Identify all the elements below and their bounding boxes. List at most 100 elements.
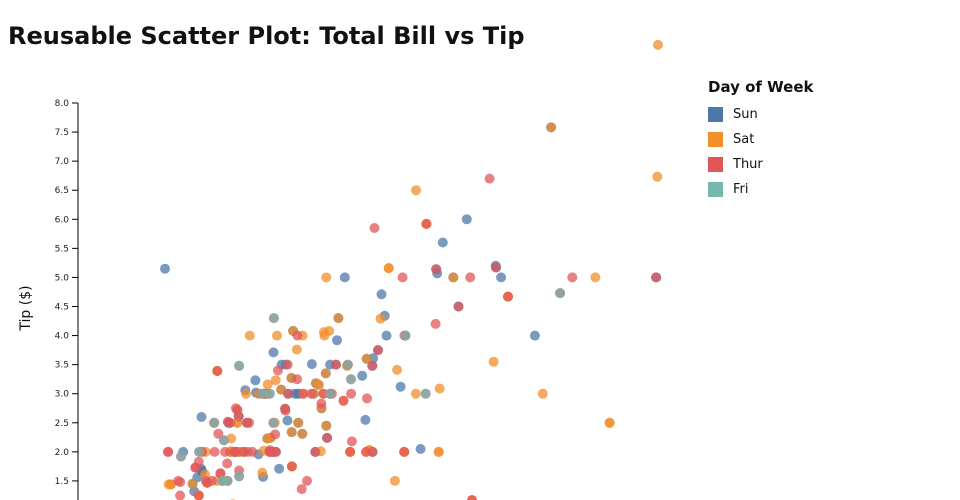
data-point-sun[interactable]	[415, 444, 426, 454]
data-point-thur[interactable]	[306, 388, 317, 399]
data-point-sun[interactable]	[395, 381, 406, 392]
data-point-sun[interactable]	[461, 214, 472, 225]
data-point-sun[interactable]	[529, 330, 540, 341]
data-point-sun[interactable]	[339, 272, 350, 283]
data-point-sat[interactable]	[488, 356, 499, 367]
data-point-thur[interactable]	[230, 446, 241, 457]
data-point-thur[interactable]	[233, 411, 244, 422]
data-point-sat[interactable]	[270, 375, 281, 386]
data-point-thur[interactable]	[465, 272, 476, 283]
legend-item-sat[interactable]: Sat	[708, 127, 814, 152]
data-point-thur[interactable]	[491, 262, 501, 273]
data-point-thur[interactable]	[175, 490, 186, 500]
data-point-sun[interactable]	[376, 289, 387, 300]
data-point-fri[interactable]	[346, 374, 356, 385]
data-point-thur[interactable]	[310, 446, 321, 457]
data-point-thur[interactable]	[367, 360, 378, 371]
data-point-sat[interactable]	[321, 272, 332, 283]
data-point-thur[interactable]	[230, 403, 241, 414]
data-point-thur[interactable]	[209, 446, 220, 457]
data-point-fri[interactable]	[264, 388, 275, 399]
data-point-sat[interactable]	[448, 272, 459, 283]
data-point-sat[interactable]	[257, 467, 268, 478]
data-point-thur[interactable]	[173, 475, 184, 486]
data-point-sun[interactable]	[268, 347, 279, 358]
legend-item-thur[interactable]: Thur	[708, 152, 814, 177]
data-point-sat[interactable]	[411, 185, 422, 196]
data-point-thur[interactable]	[399, 446, 410, 457]
data-point-sat[interactable]	[375, 313, 386, 324]
data-point-sat[interactable]	[590, 272, 601, 283]
data-point-thur[interactable]	[286, 461, 297, 472]
data-point-fri[interactable]	[234, 360, 245, 371]
data-point-sat[interactable]	[434, 383, 445, 394]
data-point-sat[interactable]	[652, 171, 663, 182]
data-point-sat[interactable]	[187, 478, 198, 489]
data-point-sat[interactable]	[537, 388, 548, 399]
data-point-thur[interactable]	[280, 403, 291, 414]
data-point-sat[interactable]	[410, 388, 421, 399]
data-point-thur[interactable]	[421, 218, 432, 229]
data-point-thur[interactable]	[212, 366, 223, 376]
data-point-sun[interactable]	[250, 375, 261, 386]
data-point-thur[interactable]	[270, 429, 281, 440]
data-point-thur[interactable]	[282, 359, 293, 370]
data-point-sun[interactable]	[274, 463, 285, 474]
data-point-fri[interactable]	[268, 313, 279, 324]
data-point-thur[interactable]	[302, 475, 312, 486]
data-point-thur[interactable]	[163, 446, 174, 457]
data-point-sat[interactable]	[604, 417, 615, 428]
data-point-sat[interactable]	[320, 368, 331, 379]
data-point-sun[interactable]	[381, 330, 392, 341]
data-point-sat[interactable]	[392, 364, 403, 375]
data-point-fri[interactable]	[342, 359, 353, 370]
data-point-sun[interactable]	[282, 415, 293, 426]
data-point-sun[interactable]	[357, 370, 368, 381]
data-point-sat[interactable]	[262, 379, 273, 390]
data-point-sat[interactable]	[286, 427, 297, 438]
data-point-fri[interactable]	[218, 435, 229, 446]
data-point-thur[interactable]	[193, 490, 204, 500]
data-point-fri[interactable]	[257, 388, 268, 399]
data-point-thur[interactable]	[567, 272, 578, 283]
data-point-thur[interactable]	[367, 446, 378, 457]
data-point-fri[interactable]	[325, 388, 336, 399]
data-point-thur[interactable]	[190, 462, 201, 473]
legend-item-sun[interactable]: Sun	[708, 102, 814, 127]
data-point-sat[interactable]	[241, 388, 251, 399]
data-point-thur[interactable]	[346, 436, 357, 447]
data-point-thur[interactable]	[345, 446, 356, 457]
data-point-sat[interactable]	[244, 330, 255, 341]
data-point-thur[interactable]	[222, 416, 233, 427]
data-point-fri[interactable]	[400, 330, 411, 341]
data-point-sat[interactable]	[297, 428, 308, 439]
data-point-sat[interactable]	[653, 39, 663, 50]
data-point-thur[interactable]	[467, 495, 477, 500]
data-point-sun[interactable]	[196, 412, 207, 422]
data-point-thur[interactable]	[322, 432, 333, 443]
data-point-thur[interactable]	[453, 301, 464, 312]
data-point-sat[interactable]	[319, 330, 330, 341]
data-point-sat[interactable]	[383, 263, 394, 274]
data-point-thur[interactable]	[265, 446, 275, 457]
data-point-sat[interactable]	[293, 417, 304, 428]
legend-item-fri[interactable]: Fri	[708, 177, 814, 202]
data-point-sat[interactable]	[163, 479, 174, 490]
data-point-thur[interactable]	[222, 458, 233, 469]
data-point-thur[interactable]	[296, 484, 307, 495]
data-point-fri[interactable]	[268, 417, 279, 428]
data-point-fri[interactable]	[555, 288, 566, 299]
data-point-sat[interactable]	[333, 313, 344, 324]
data-point-sat[interactable]	[433, 446, 444, 457]
data-point-thur[interactable]	[272, 365, 283, 376]
data-point-thur[interactable]	[338, 395, 349, 406]
data-point-thur[interactable]	[503, 291, 513, 302]
data-point-fri[interactable]	[234, 471, 245, 482]
data-point-thur[interactable]	[316, 398, 327, 409]
data-point-fri[interactable]	[176, 451, 186, 462]
data-point-sun[interactable]	[332, 335, 342, 346]
data-point-fri[interactable]	[420, 388, 431, 399]
data-point-thur[interactable]	[397, 272, 408, 283]
data-point-sat[interactable]	[321, 420, 332, 431]
data-point-fri[interactable]	[222, 475, 233, 486]
